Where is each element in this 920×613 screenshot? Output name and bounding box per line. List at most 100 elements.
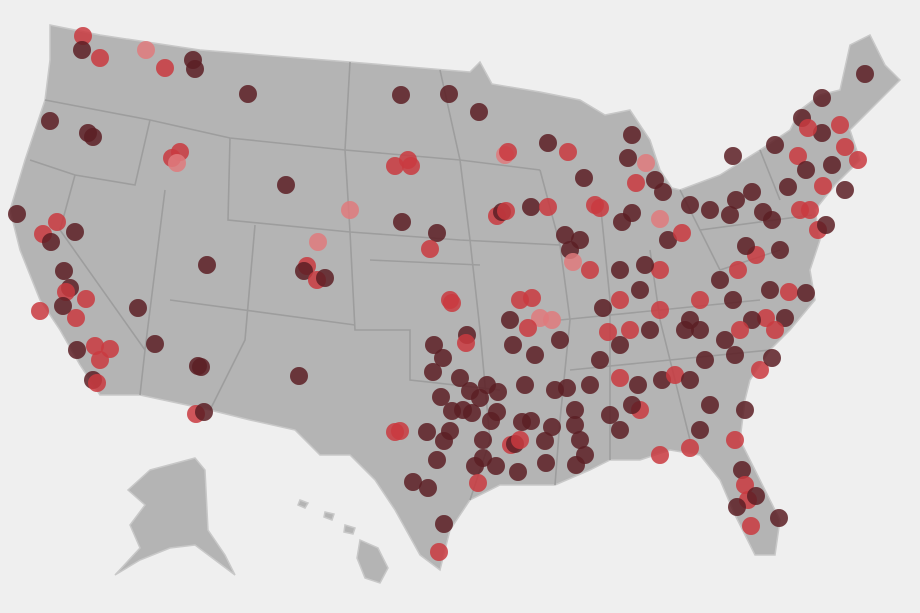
location-dot (673, 224, 691, 242)
location-dot (736, 401, 754, 419)
location-dot (430, 543, 448, 561)
location-dot (73, 41, 91, 59)
location-dot (309, 233, 327, 251)
location-dot (469, 474, 487, 492)
location-dot (487, 457, 505, 475)
location-dot (727, 191, 745, 209)
location-dot (763, 211, 781, 229)
hawaii (297, 499, 389, 584)
location-dot (726, 431, 744, 449)
location-dot (539, 198, 557, 216)
location-dot (651, 301, 669, 319)
location-dot (637, 154, 655, 172)
location-dot (66, 223, 84, 241)
location-dot (623, 126, 641, 144)
location-dot (198, 256, 216, 274)
location-dot (776, 309, 794, 327)
location-dot (629, 376, 647, 394)
location-dot (766, 136, 784, 154)
location-dot (146, 335, 164, 353)
location-dot (611, 291, 629, 309)
location-dot (443, 402, 461, 420)
location-dot (797, 161, 815, 179)
location-dot (435, 515, 453, 533)
location-dot (729, 261, 747, 279)
location-dot (67, 309, 85, 327)
location-dot (543, 418, 561, 436)
location-dot (728, 498, 746, 516)
location-dot (771, 241, 789, 259)
location-dot (8, 205, 26, 223)
location-dot (813, 124, 831, 142)
location-dot (659, 231, 677, 249)
location-dot (522, 198, 540, 216)
location-dot (831, 116, 849, 134)
location-dot (654, 183, 672, 201)
location-dot (779, 178, 797, 196)
location-dot (814, 177, 832, 195)
location-dot (513, 413, 531, 431)
location-dot (631, 281, 649, 299)
location-dot (801, 201, 819, 219)
location-dot (763, 349, 781, 367)
location-dot (813, 89, 831, 107)
location-dot (566, 416, 584, 434)
location-dot (761, 281, 779, 299)
location-dot (747, 487, 765, 505)
location-dot (137, 41, 155, 59)
location-dot (451, 369, 469, 387)
location-dot (539, 134, 557, 152)
location-dot (836, 181, 854, 199)
location-dot (77, 290, 95, 308)
location-dot (591, 351, 609, 369)
location-dot (799, 119, 817, 137)
location-dot (537, 454, 555, 472)
location-dot (84, 128, 102, 146)
location-dot (581, 376, 599, 394)
location-dot (419, 479, 437, 497)
location-dot (691, 421, 709, 439)
location-dot (599, 323, 617, 341)
location-dot (501, 311, 519, 329)
location-dot (482, 412, 500, 430)
location-dot (701, 201, 719, 219)
location-dot (428, 451, 446, 469)
location-dot (681, 196, 699, 214)
location-dot (42, 233, 60, 251)
location-dot (86, 337, 104, 355)
location-dot (619, 149, 637, 167)
location-dot (721, 206, 739, 224)
location-dot (611, 369, 629, 387)
location-dot (681, 371, 699, 389)
location-dot (611, 261, 629, 279)
location-dot (770, 509, 788, 527)
location-dot (129, 299, 147, 317)
location-dot (611, 421, 629, 439)
location-dot (780, 283, 798, 301)
location-dot (434, 349, 452, 367)
location-dot (404, 473, 422, 491)
location-dot (516, 376, 534, 394)
location-dot (432, 388, 450, 406)
location-dot (463, 404, 481, 422)
location-dot (611, 336, 629, 354)
location-dot (57, 283, 75, 301)
location-dot (470, 103, 488, 121)
location-dot (536, 432, 554, 450)
location-dot (391, 422, 409, 440)
location-dot (701, 396, 719, 414)
location-dot (849, 151, 867, 169)
location-dot (627, 174, 645, 192)
location-dot (564, 253, 582, 271)
location-dot (466, 457, 484, 475)
location-dot (393, 213, 411, 231)
location-dot (316, 269, 334, 287)
location-dot (418, 423, 436, 441)
location-dot (523, 289, 541, 307)
location-dot (581, 261, 599, 279)
location-dot (601, 406, 619, 424)
location-dot (623, 396, 641, 414)
location-dot (651, 210, 669, 228)
location-dot (295, 262, 313, 280)
location-dot (443, 294, 461, 312)
